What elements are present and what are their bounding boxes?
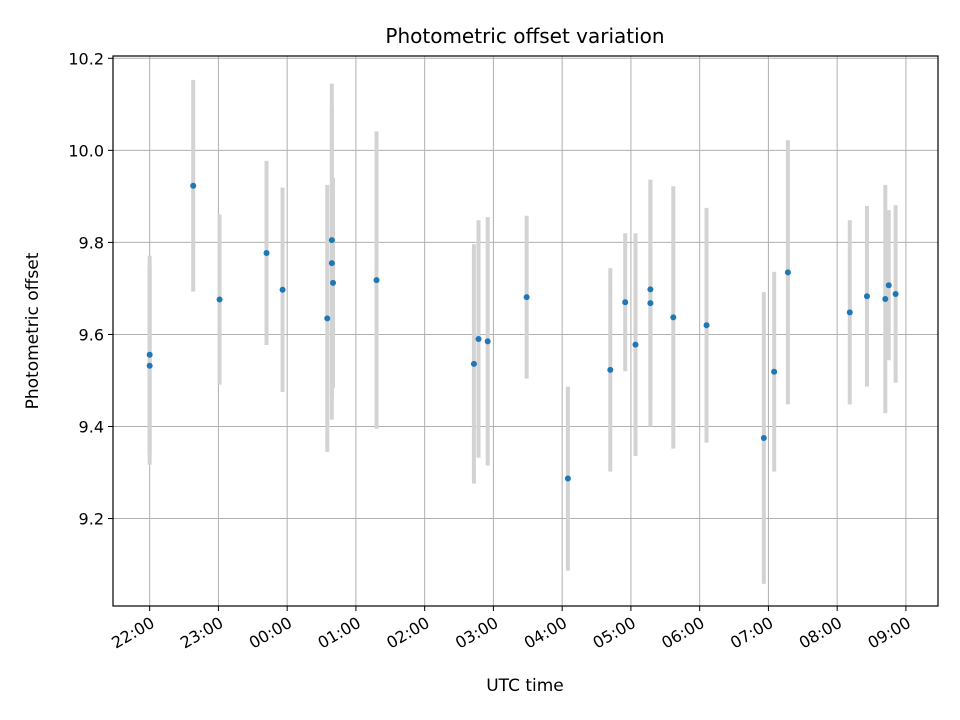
data-point [863,293,870,300]
y-axis-ticks: 9.2 9.4 9.6 9.8 10.0 10.2 [68,49,113,529]
data-point [607,366,614,373]
data-point [892,290,899,297]
data-point [324,315,331,322]
data-point [279,286,286,293]
data-point [146,362,153,369]
data-point [328,260,335,267]
data-point [216,296,223,303]
data-points [146,182,899,482]
data-point [190,182,197,189]
plot-frame [112,55,939,607]
data-point [523,294,530,301]
data-point [670,314,677,321]
data-point [475,336,482,343]
data-point [647,286,654,293]
data-point [330,279,336,286]
data-point [885,282,892,289]
data-point [882,296,889,303]
data-point [771,368,778,375]
data-point [263,249,270,256]
data-point [146,351,153,358]
x-axis-label: UTC time [486,676,564,696]
y-axis-label: Photometric offset [23,252,43,409]
data-point [373,277,380,284]
data-point [784,269,791,276]
data-point [564,475,571,482]
data-point [484,338,491,345]
data-point [470,360,477,367]
data-point [328,237,335,244]
y-tick-label: 9.8 [79,233,104,252]
y-tick-label: 9.4 [79,418,104,437]
data-point [632,341,639,348]
data-point [622,299,629,306]
y-tick-label: 9.2 [79,510,104,529]
y-tick-label: 9.6 [79,325,104,344]
data-point [703,322,710,329]
data-point [846,309,853,316]
plot-area [112,55,939,607]
y-tick-label: 10.2 [68,49,104,68]
data-point [647,300,654,307]
grid [113,56,938,606]
data-point [760,435,767,442]
y-tick-label: 10.0 [68,141,104,160]
chart-title: Photometric offset variation [385,24,664,48]
